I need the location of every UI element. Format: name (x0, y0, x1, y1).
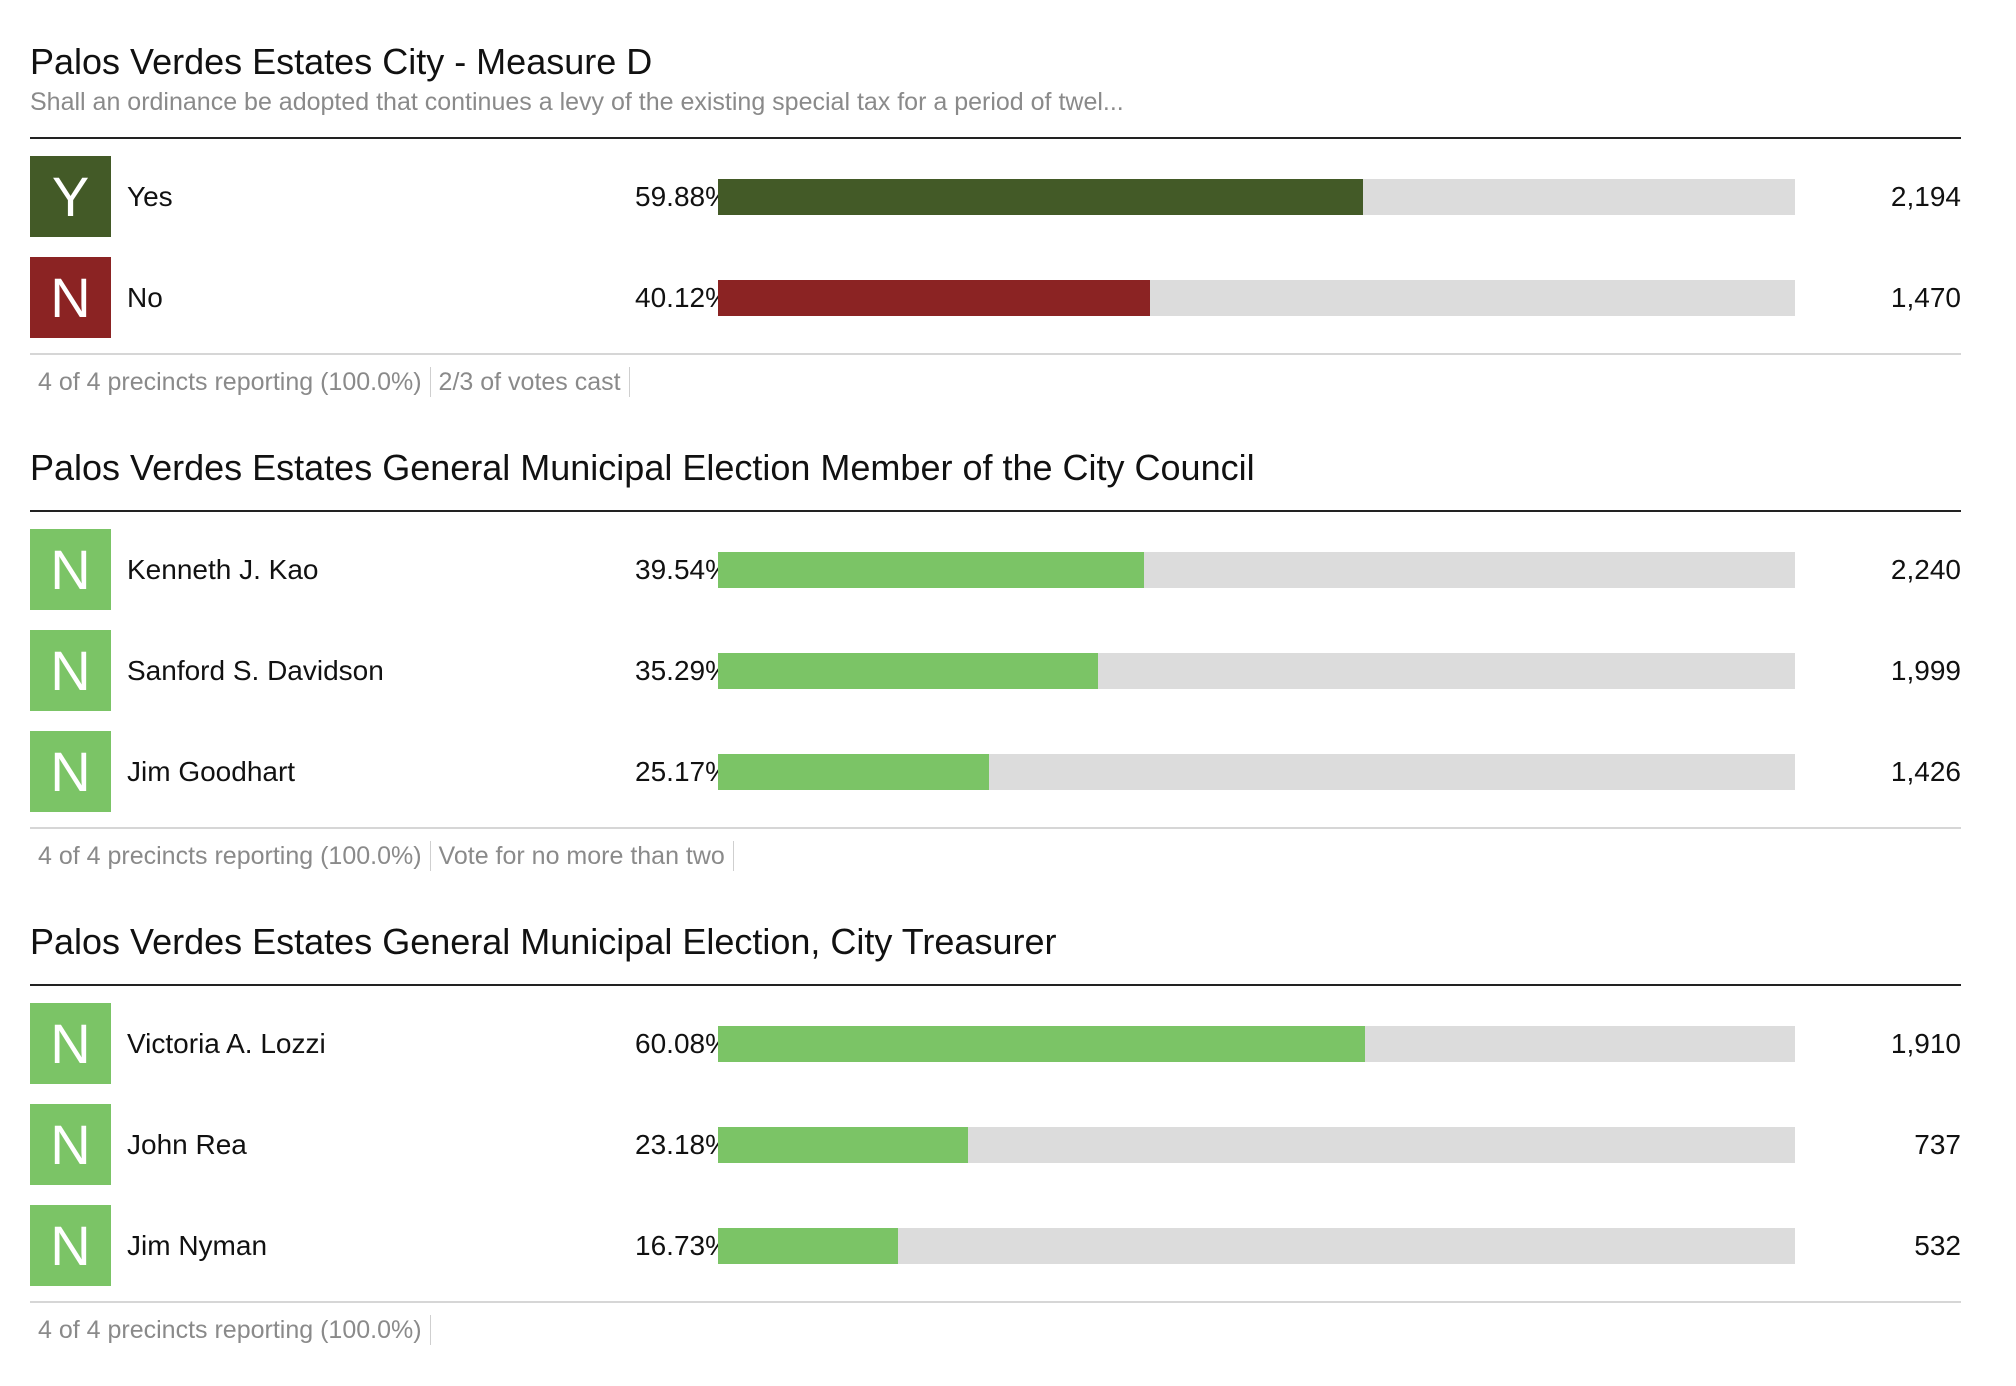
vote-bar-fill (718, 280, 1151, 316)
vote-percentage: 23.18% (635, 1129, 730, 1160)
vote-bar-track (718, 754, 1795, 790)
vote-count: 1,426 (1890, 756, 1961, 787)
candidate-badge-icon: N (30, 1205, 111, 1286)
vote-percentage: 35.29% (635, 655, 730, 686)
vote-percentage: 60.08% (635, 1028, 730, 1059)
vote-bar-track (718, 552, 1795, 588)
result-row: Y Yes 59.88% 2,194 (30, 156, 1961, 257)
yes-badge-icon: Y (30, 156, 111, 237)
candidate-name: Kenneth J. Kao (127, 554, 319, 585)
candidate-badge-icon: N (30, 529, 111, 610)
vote-bar-fill (718, 1026, 1366, 1062)
candidate-name: Jim Nyman (127, 1230, 268, 1261)
vote-bar-fill (718, 1127, 968, 1163)
race-footer: 4 of 4 precincts reporting (100.0%) 2/3 o… (30, 367, 1961, 397)
candidate-name: Sanford S. Davidson (127, 655, 384, 686)
race-divider (30, 137, 1961, 139)
footer-divider (30, 353, 1961, 355)
vote-bar-track (718, 280, 1795, 316)
choice-name: Yes (127, 181, 173, 212)
result-row: N No 40.12% 1,470 (30, 257, 1961, 358)
race-title: Palos Verdes Estates General Municipal E… (30, 447, 1255, 488)
result-row: N Jim Goodhart 25.17% 1,426 (30, 731, 1961, 832)
vote-percentage: 40.12% (635, 282, 730, 313)
precincts-reporting: 4 of 4 precincts reporting (100.0%) (38, 1315, 431, 1345)
vote-bar-track (718, 1026, 1795, 1062)
candidate-badge-icon: N (30, 731, 111, 812)
vote-percentage: 16.73% (635, 1230, 730, 1261)
vote-count: 2,194 (1890, 181, 1961, 212)
vote-bar-track (718, 1127, 1795, 1163)
result-row: N Jim Nyman 16.73% 532 (30, 1205, 1961, 1306)
vote-percentage: 25.17% (635, 756, 730, 787)
precincts-reporting: 4 of 4 precincts reporting (100.0%) (38, 367, 431, 397)
vote-count: 1,910 (1890, 1028, 1961, 1059)
race-divider (30, 984, 1961, 986)
race-city-treasurer: Palos Verdes Estates General Municipal E… (30, 920, 1961, 1345)
candidate-badge-icon: N (30, 1003, 111, 1084)
race-city-council: Palos Verdes Estates General Municipal E… (30, 446, 1961, 871)
race-measure-d: Palos Verdes Estates City - Measure D Sh… (30, 0, 1961, 397)
vote-count: 737 (1914, 1129, 1961, 1160)
race-footer: 4 of 4 precincts reporting (100.0%) Vote … (30, 841, 1961, 871)
result-rows: N Kenneth J. Kao 39.54% 2,240 N Sanford … (30, 529, 1961, 832)
candidate-name: John Rea (127, 1129, 247, 1160)
race-description: Shall an ordinance be adopted that conti… (30, 88, 1124, 116)
result-row: N Sanford S. Davidson 35.29% 1,999 (30, 630, 1961, 731)
vote-bar-track (718, 1228, 1795, 1264)
vote-count: 1,470 (1890, 282, 1961, 313)
footer-divider (30, 1301, 1961, 1303)
vote-bar-fill (718, 653, 1099, 689)
vote-count: 532 (1914, 1230, 1961, 1261)
race-note: Vote for no more than two (439, 841, 734, 871)
no-badge-icon: N (30, 257, 111, 338)
vote-count: 1,999 (1890, 655, 1961, 686)
candidate-name: Jim Goodhart (127, 756, 296, 787)
result-row: N Victoria A. Lozzi 60.08% 1,910 (30, 1003, 1961, 1104)
race-note: 2/3 of votes cast (439, 367, 630, 397)
result-rows: N Victoria A. Lozzi 60.08% 1,910 N John … (30, 1003, 1961, 1306)
race-title: Palos Verdes Estates General Municipal E… (30, 921, 1057, 962)
vote-count: 2,240 (1890, 554, 1961, 585)
vote-bar-track (718, 179, 1795, 215)
vote-percentage: 39.54% (635, 554, 730, 585)
candidate-badge-icon: N (30, 1104, 111, 1185)
vote-bar-track (718, 653, 1795, 689)
result-rows: Y Yes 59.88% 2,194 N No 40.12% 1,470 (30, 156, 1961, 358)
footer-divider (30, 827, 1961, 829)
vote-bar-fill (718, 1228, 899, 1264)
precincts-reporting: 4 of 4 precincts reporting (100.0%) (38, 841, 431, 871)
race-title: Palos Verdes Estates City - Measure D (30, 41, 653, 82)
result-row: N Kenneth J. Kao 39.54% 2,240 (30, 529, 1961, 630)
vote-bar-fill (718, 179, 1363, 215)
choice-name: No (127, 282, 163, 313)
vote-bar-fill (718, 552, 1144, 588)
election-results: Palos Verdes Estates City - Measure D Sh… (30, 0, 1961, 1345)
vote-percentage: 59.88% (635, 181, 730, 212)
vote-bar-fill (718, 754, 990, 790)
candidate-badge-icon: N (30, 630, 111, 711)
race-divider (30, 510, 1961, 512)
race-footer: 4 of 4 precincts reporting (100.0%) (30, 1315, 1961, 1345)
candidate-name: Victoria A. Lozzi (127, 1028, 326, 1059)
result-row: N John Rea 23.18% 737 (30, 1104, 1961, 1205)
